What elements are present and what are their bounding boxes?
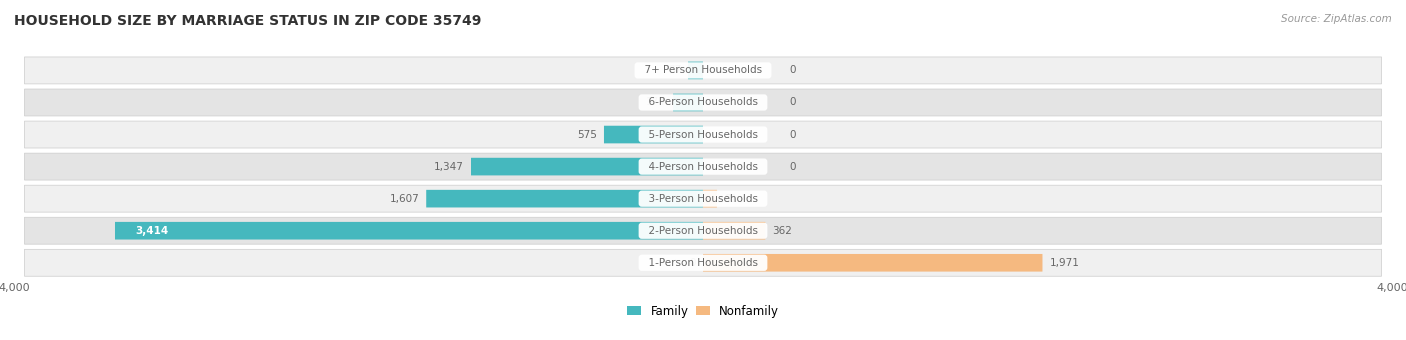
FancyBboxPatch shape xyxy=(703,190,717,207)
FancyBboxPatch shape xyxy=(673,94,703,111)
Legend: Family, Nonfamily: Family, Nonfamily xyxy=(621,300,785,322)
FancyBboxPatch shape xyxy=(24,57,1382,84)
FancyBboxPatch shape xyxy=(24,185,1382,212)
FancyBboxPatch shape xyxy=(688,62,703,79)
Text: 362: 362 xyxy=(772,226,792,236)
Text: 2-Person Households: 2-Person Households xyxy=(641,226,765,236)
Text: 81: 81 xyxy=(724,194,737,204)
Text: 0: 0 xyxy=(689,258,696,268)
Text: 575: 575 xyxy=(578,130,598,139)
Text: 0: 0 xyxy=(789,130,796,139)
Text: HOUSEHOLD SIZE BY MARRIAGE STATUS IN ZIP CODE 35749: HOUSEHOLD SIZE BY MARRIAGE STATUS IN ZIP… xyxy=(14,14,481,28)
FancyBboxPatch shape xyxy=(115,222,703,239)
Text: 0: 0 xyxy=(789,65,796,75)
Text: 6-Person Households: 6-Person Households xyxy=(641,98,765,107)
Text: 7+ Person Households: 7+ Person Households xyxy=(638,65,768,75)
FancyBboxPatch shape xyxy=(703,254,1042,272)
FancyBboxPatch shape xyxy=(605,126,703,143)
Text: 3-Person Households: 3-Person Households xyxy=(641,194,765,204)
FancyBboxPatch shape xyxy=(24,89,1382,116)
Text: 1,607: 1,607 xyxy=(389,194,419,204)
FancyBboxPatch shape xyxy=(471,158,703,175)
Text: 1,347: 1,347 xyxy=(434,162,464,172)
Text: 1-Person Households: 1-Person Households xyxy=(641,258,765,268)
FancyBboxPatch shape xyxy=(426,190,703,207)
Text: 1,971: 1,971 xyxy=(1049,258,1080,268)
Text: 174: 174 xyxy=(647,98,666,107)
FancyBboxPatch shape xyxy=(24,249,1382,276)
Text: Source: ZipAtlas.com: Source: ZipAtlas.com xyxy=(1281,14,1392,23)
FancyBboxPatch shape xyxy=(24,217,1382,244)
FancyBboxPatch shape xyxy=(24,121,1382,148)
Text: 87: 87 xyxy=(668,65,681,75)
Text: 4-Person Households: 4-Person Households xyxy=(641,162,765,172)
FancyBboxPatch shape xyxy=(24,153,1382,180)
Text: 0: 0 xyxy=(789,162,796,172)
Text: 0: 0 xyxy=(789,98,796,107)
Text: 5-Person Households: 5-Person Households xyxy=(641,130,765,139)
Text: 3,414: 3,414 xyxy=(135,226,169,236)
FancyBboxPatch shape xyxy=(703,222,765,239)
